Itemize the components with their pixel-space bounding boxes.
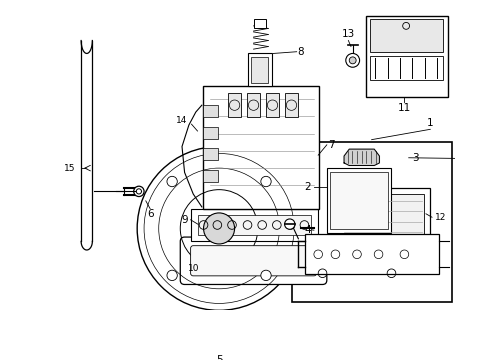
Circle shape bbox=[345, 53, 359, 67]
Text: 10: 10 bbox=[187, 265, 199, 274]
Bar bbox=[202, 170, 218, 182]
Bar bbox=[292, 142, 451, 302]
Bar bbox=[202, 127, 218, 139]
Circle shape bbox=[203, 213, 234, 244]
Text: 1: 1 bbox=[426, 118, 433, 128]
Text: 13: 13 bbox=[341, 30, 354, 40]
Circle shape bbox=[166, 176, 177, 187]
Circle shape bbox=[133, 186, 144, 197]
Text: 11: 11 bbox=[397, 103, 410, 113]
Bar bbox=[265, 93, 279, 117]
Bar bbox=[326, 168, 391, 233]
Bar bbox=[202, 148, 218, 160]
Circle shape bbox=[166, 270, 177, 280]
Bar bbox=[329, 172, 387, 229]
Polygon shape bbox=[344, 149, 379, 166]
Bar bbox=[190, 208, 318, 241]
Text: 14: 14 bbox=[176, 116, 187, 125]
Text: 15: 15 bbox=[64, 163, 76, 172]
Bar bbox=[227, 93, 241, 117]
FancyBboxPatch shape bbox=[180, 237, 326, 284]
Bar bbox=[246, 93, 260, 117]
Bar bbox=[250, 57, 267, 83]
Text: 12: 12 bbox=[434, 213, 446, 222]
FancyBboxPatch shape bbox=[190, 246, 316, 276]
Circle shape bbox=[260, 270, 271, 280]
Bar bbox=[305, 234, 438, 274]
Bar bbox=[247, 53, 271, 86]
Text: 4: 4 bbox=[304, 225, 310, 235]
Circle shape bbox=[260, 176, 271, 187]
Text: 9: 9 bbox=[181, 215, 187, 225]
Text: 8: 8 bbox=[297, 47, 304, 57]
Bar bbox=[197, 215, 311, 235]
Text: 5: 5 bbox=[215, 355, 222, 360]
Text: 3: 3 bbox=[411, 153, 418, 163]
Circle shape bbox=[136, 189, 141, 194]
Bar bbox=[202, 105, 218, 117]
Text: 6: 6 bbox=[146, 209, 153, 219]
Circle shape bbox=[348, 57, 355, 64]
Bar bbox=[342, 194, 424, 244]
Bar bbox=[369, 19, 442, 52]
Bar bbox=[369, 56, 442, 80]
Circle shape bbox=[137, 147, 300, 310]
Bar bbox=[253, 19, 265, 28]
Bar bbox=[284, 93, 298, 117]
Bar bbox=[202, 86, 318, 208]
Circle shape bbox=[213, 339, 224, 351]
Bar bbox=[365, 15, 447, 98]
Circle shape bbox=[284, 219, 294, 229]
Text: 7: 7 bbox=[327, 140, 334, 150]
Text: 2: 2 bbox=[304, 182, 310, 192]
Bar bbox=[335, 188, 429, 250]
